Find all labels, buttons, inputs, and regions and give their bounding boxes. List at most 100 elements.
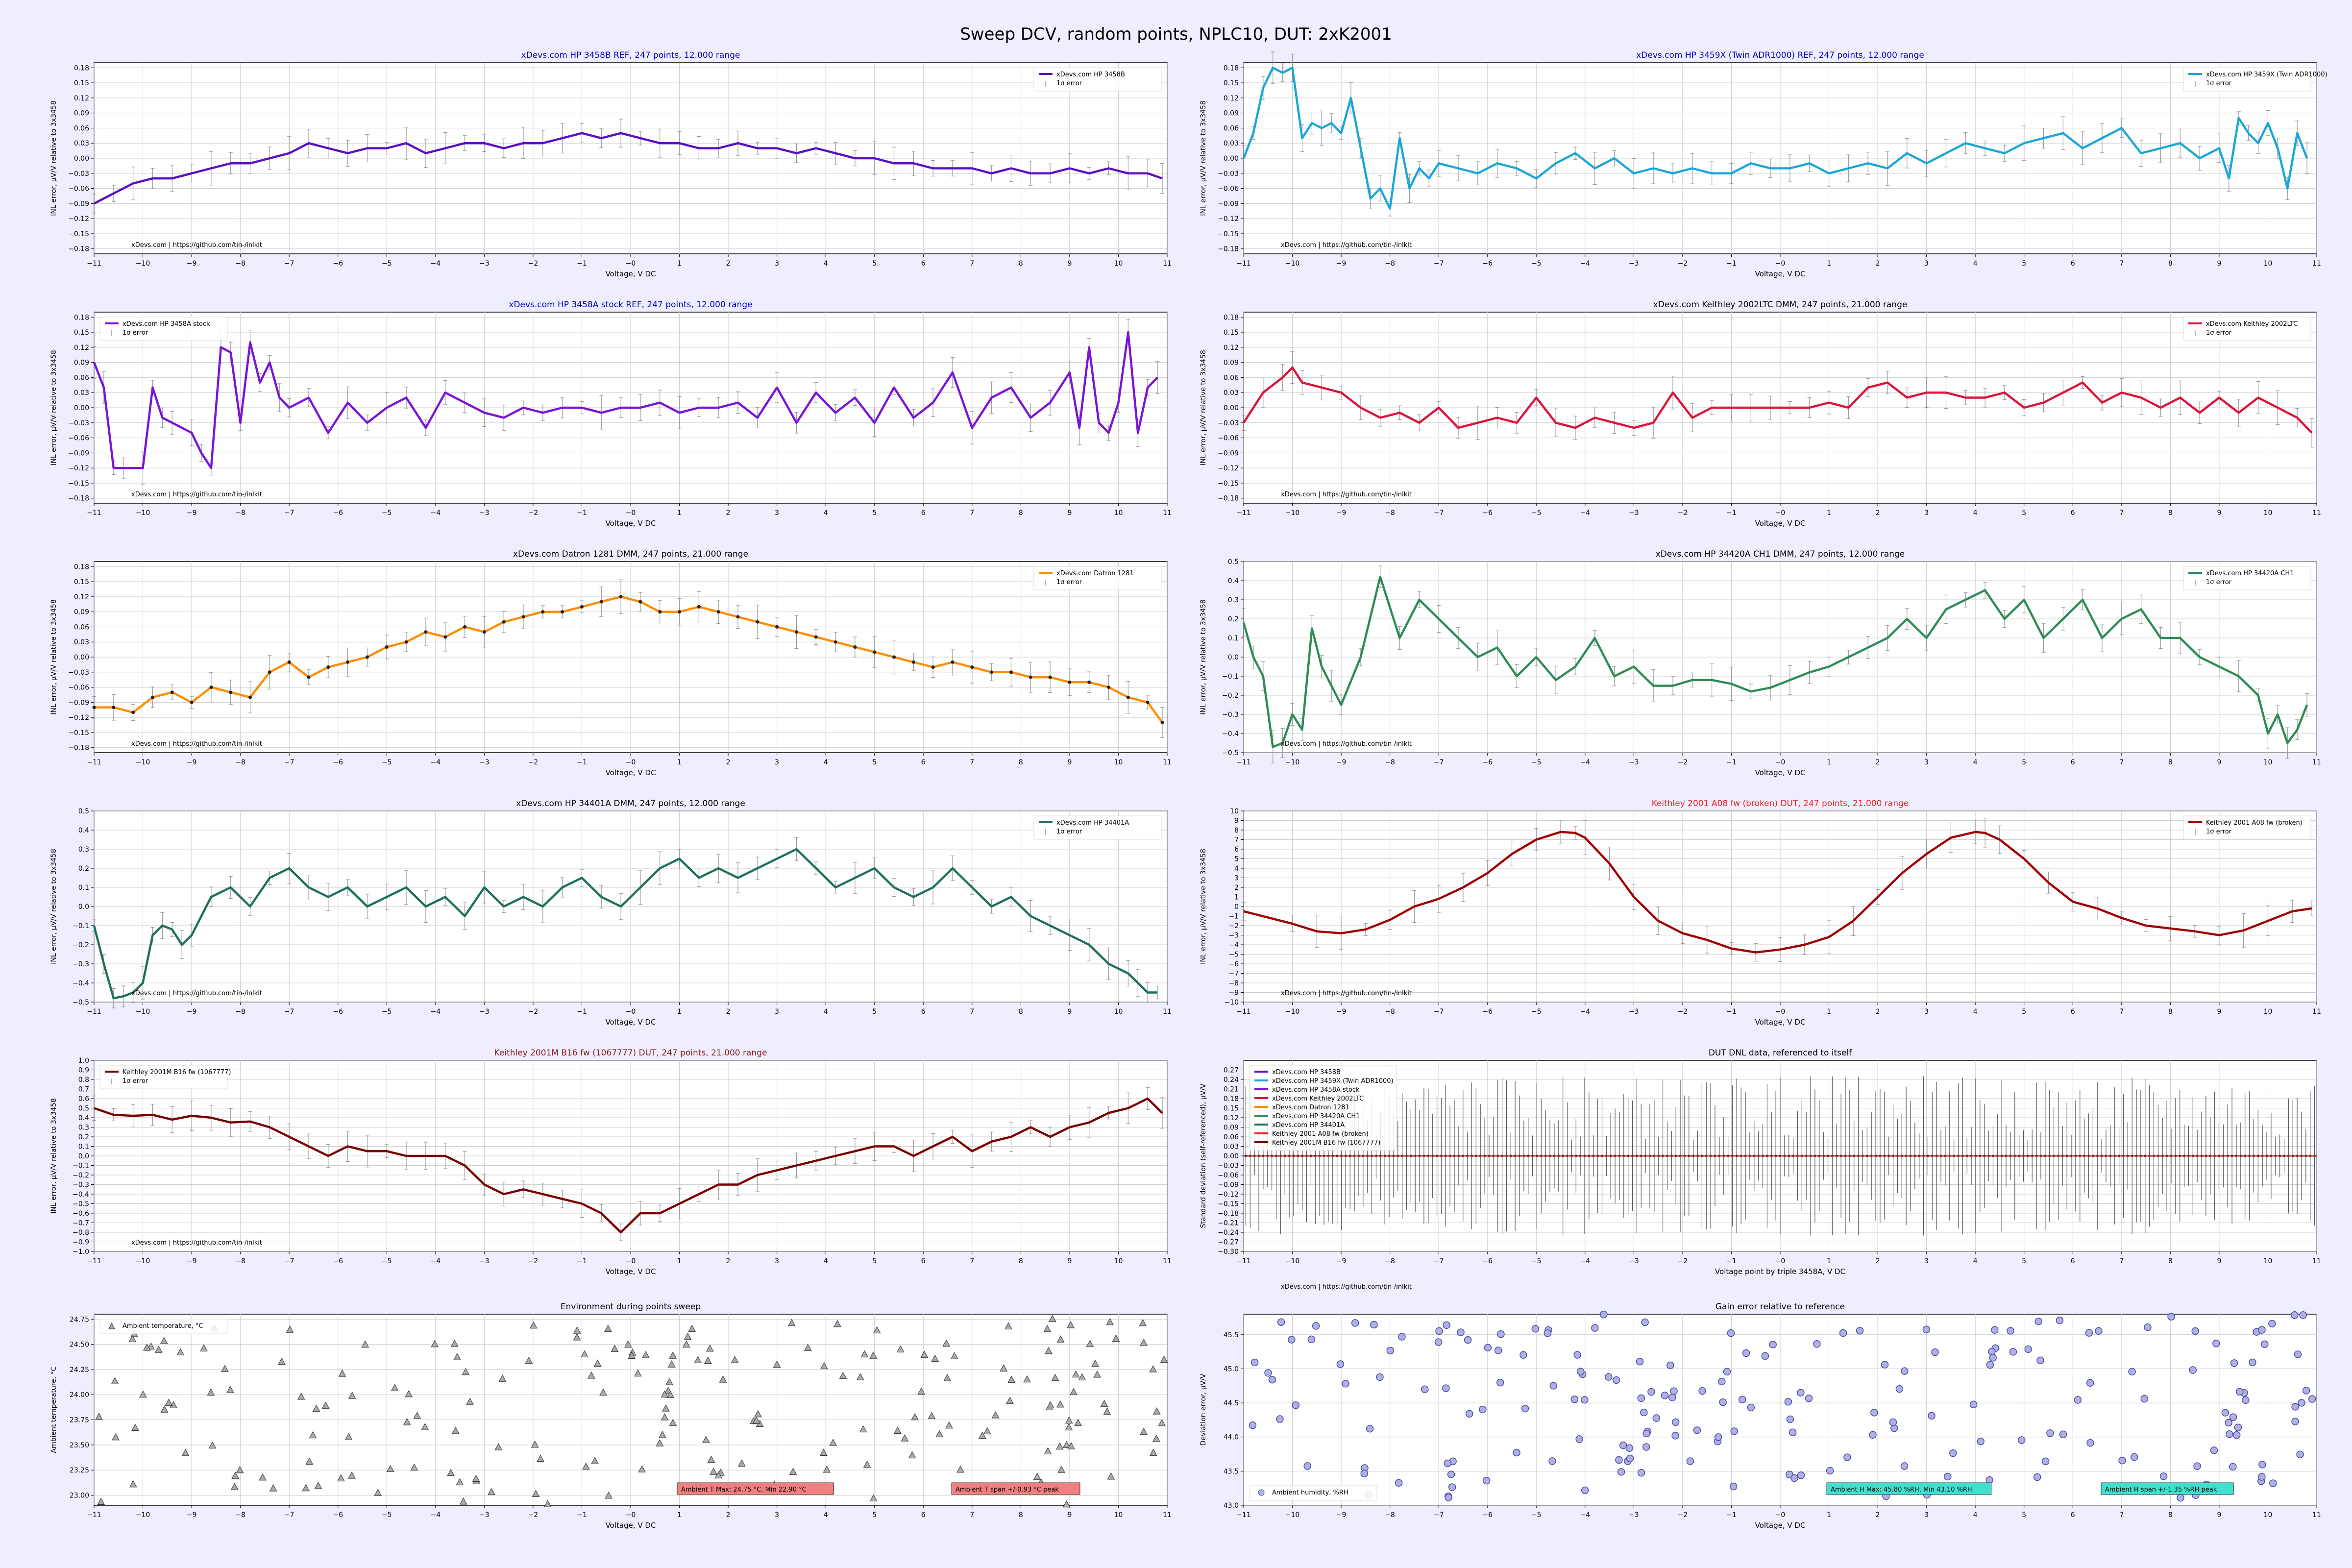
x-tick-label: 3 [775, 1008, 779, 1016]
humidity-point [1573, 1351, 1581, 1359]
humidity-point [1465, 1410, 1473, 1418]
chart-title: Keithley 2001 A08 fw (broken) DUT, 247 p… [1652, 799, 1909, 808]
humidity-point [1693, 1426, 1701, 1434]
legend-label: Ambient temperature, °C [122, 1323, 203, 1330]
temperature-point [207, 1388, 215, 1396]
x-tick-label: −3 [479, 509, 490, 517]
temperature-point [1006, 1396, 1014, 1404]
temperature-point [669, 1419, 677, 1426]
humidity-point [1730, 1427, 1738, 1435]
data-point [1029, 675, 1032, 679]
humidity-point [1442, 1384, 1450, 1392]
data-point [385, 645, 389, 649]
x-tick-label: 5 [872, 509, 877, 517]
legend-label: Ambient humidity, %RH [1272, 1489, 1348, 1496]
y-tick-label: −0.06 [68, 435, 89, 442]
humidity-point [1714, 1433, 1722, 1441]
humidity-point [1786, 1415, 1794, 1423]
legend-marker [1258, 1489, 1265, 1496]
x-axis-label: Voltage, V DC [606, 1521, 656, 1530]
y-tick-label: −0.15 [68, 729, 89, 737]
x-tick-label: −9 [1336, 1257, 1347, 1265]
humidity-point [2229, 1463, 2237, 1471]
data-point [697, 605, 701, 609]
x-tick-label: 3 [1924, 1008, 1929, 1016]
y-tick-label: 0.12 [74, 593, 89, 601]
y-tick-label: −3 [1228, 932, 1239, 940]
data-point [658, 610, 662, 614]
data-point [268, 670, 271, 674]
humidity-point [1747, 1403, 1755, 1412]
series-line [93, 132, 1163, 205]
temperature-point [1153, 1407, 1161, 1415]
x-tick-label: 9 [2217, 509, 2221, 517]
x-tick-label: −3 [1629, 509, 1639, 517]
humidity-point [1661, 1392, 1669, 1399]
temperature-point [160, 1405, 169, 1413]
chart-title: xDevs.com HP 3458B REF, 247 points, 12.0… [521, 50, 740, 60]
x-tick-label: −7 [284, 260, 294, 268]
temperature-point [529, 1321, 538, 1329]
x-tick-label: −0 [626, 759, 636, 766]
temperature-point [662, 1404, 670, 1412]
y-tick-label: −0.1 [73, 1162, 89, 1170]
x-tick-label: 9 [2217, 1257, 2221, 1265]
y-axis-label: Standard deviation (self-referenced), µV… [1200, 1083, 1207, 1228]
humidity-point [1895, 1385, 1904, 1393]
y-tick-label: 9 [1234, 817, 1239, 825]
x-tick-label: 4 [824, 1511, 828, 1519]
humidity-point [1637, 1469, 1645, 1477]
legend-box [2183, 67, 2311, 92]
x-tick-label: 8 [2168, 1008, 2173, 1016]
y-tick-label: −0.15 [1218, 1200, 1239, 1208]
data-point [853, 645, 857, 649]
data-point [1146, 700, 1150, 704]
humidity-point [1292, 1401, 1300, 1409]
y-tick-label: 0.12 [74, 95, 89, 102]
y-tick-label: 0.03 [1224, 389, 1239, 397]
legend-box [2183, 566, 2311, 590]
y-tick-label: 24.00 [70, 1391, 89, 1399]
humidity-point [2291, 1418, 2299, 1425]
y-tick-label: 0.18 [74, 314, 89, 321]
x-tick-label: 1 [677, 1257, 682, 1265]
x-tick-label: 6 [2071, 260, 2075, 268]
legend: Ambient humidity, %RH [1249, 1485, 1377, 1501]
x-tick-label: 8 [2168, 260, 2173, 268]
legend-box [1249, 1485, 1377, 1501]
temperature-point [901, 1434, 909, 1442]
x-tick-label: −0 [1775, 509, 1786, 517]
x-tick-label: −0 [626, 1008, 636, 1016]
y-tick-label: −0.12 [68, 465, 89, 472]
temperature-point [773, 1360, 781, 1368]
footnote: xDevs.com | https://github.com/tin-/inlk… [1281, 740, 1412, 748]
y-tick-label: −0.06 [68, 185, 89, 193]
y-tick-label: 0.1 [1228, 635, 1239, 642]
x-tick-label: −6 [1482, 1511, 1493, 1519]
temperature-point [1091, 1359, 1099, 1367]
temperature-point [453, 1353, 461, 1360]
x-tick-label: 11 [2312, 1257, 2321, 1265]
humidity-point [2229, 1413, 2237, 1421]
humidity-point [2086, 1439, 2094, 1447]
x-tick-label: −2 [528, 260, 539, 268]
temperature-point [459, 1497, 467, 1505]
legend-box [1033, 815, 1162, 840]
y-tick-label: −0.03 [68, 669, 89, 677]
y-axis-label: INL error, µV/V relative to 3x3458 [1200, 849, 1207, 964]
y-tick-label: −0.09 [1218, 449, 1239, 457]
x-tick-label: 9 [1067, 260, 1072, 268]
temperature-point [908, 1451, 916, 1459]
y-tick-label: 0.18 [74, 563, 89, 571]
y-tick-label: −0.9 [73, 1239, 89, 1247]
y-tick-label: −0.8 [73, 1229, 89, 1237]
data-point [1087, 680, 1091, 684]
humidity-point [2095, 1327, 2103, 1335]
x-tick-label: −4 [430, 509, 441, 517]
annotation-box [2101, 1482, 2234, 1495]
x-tick-label: −0 [1775, 260, 1786, 268]
x-tick-label: −1 [577, 1257, 587, 1265]
x-tick-label: 5 [872, 759, 877, 766]
humidity-point [2041, 1457, 2050, 1465]
humidity-point [1494, 1347, 1502, 1354]
